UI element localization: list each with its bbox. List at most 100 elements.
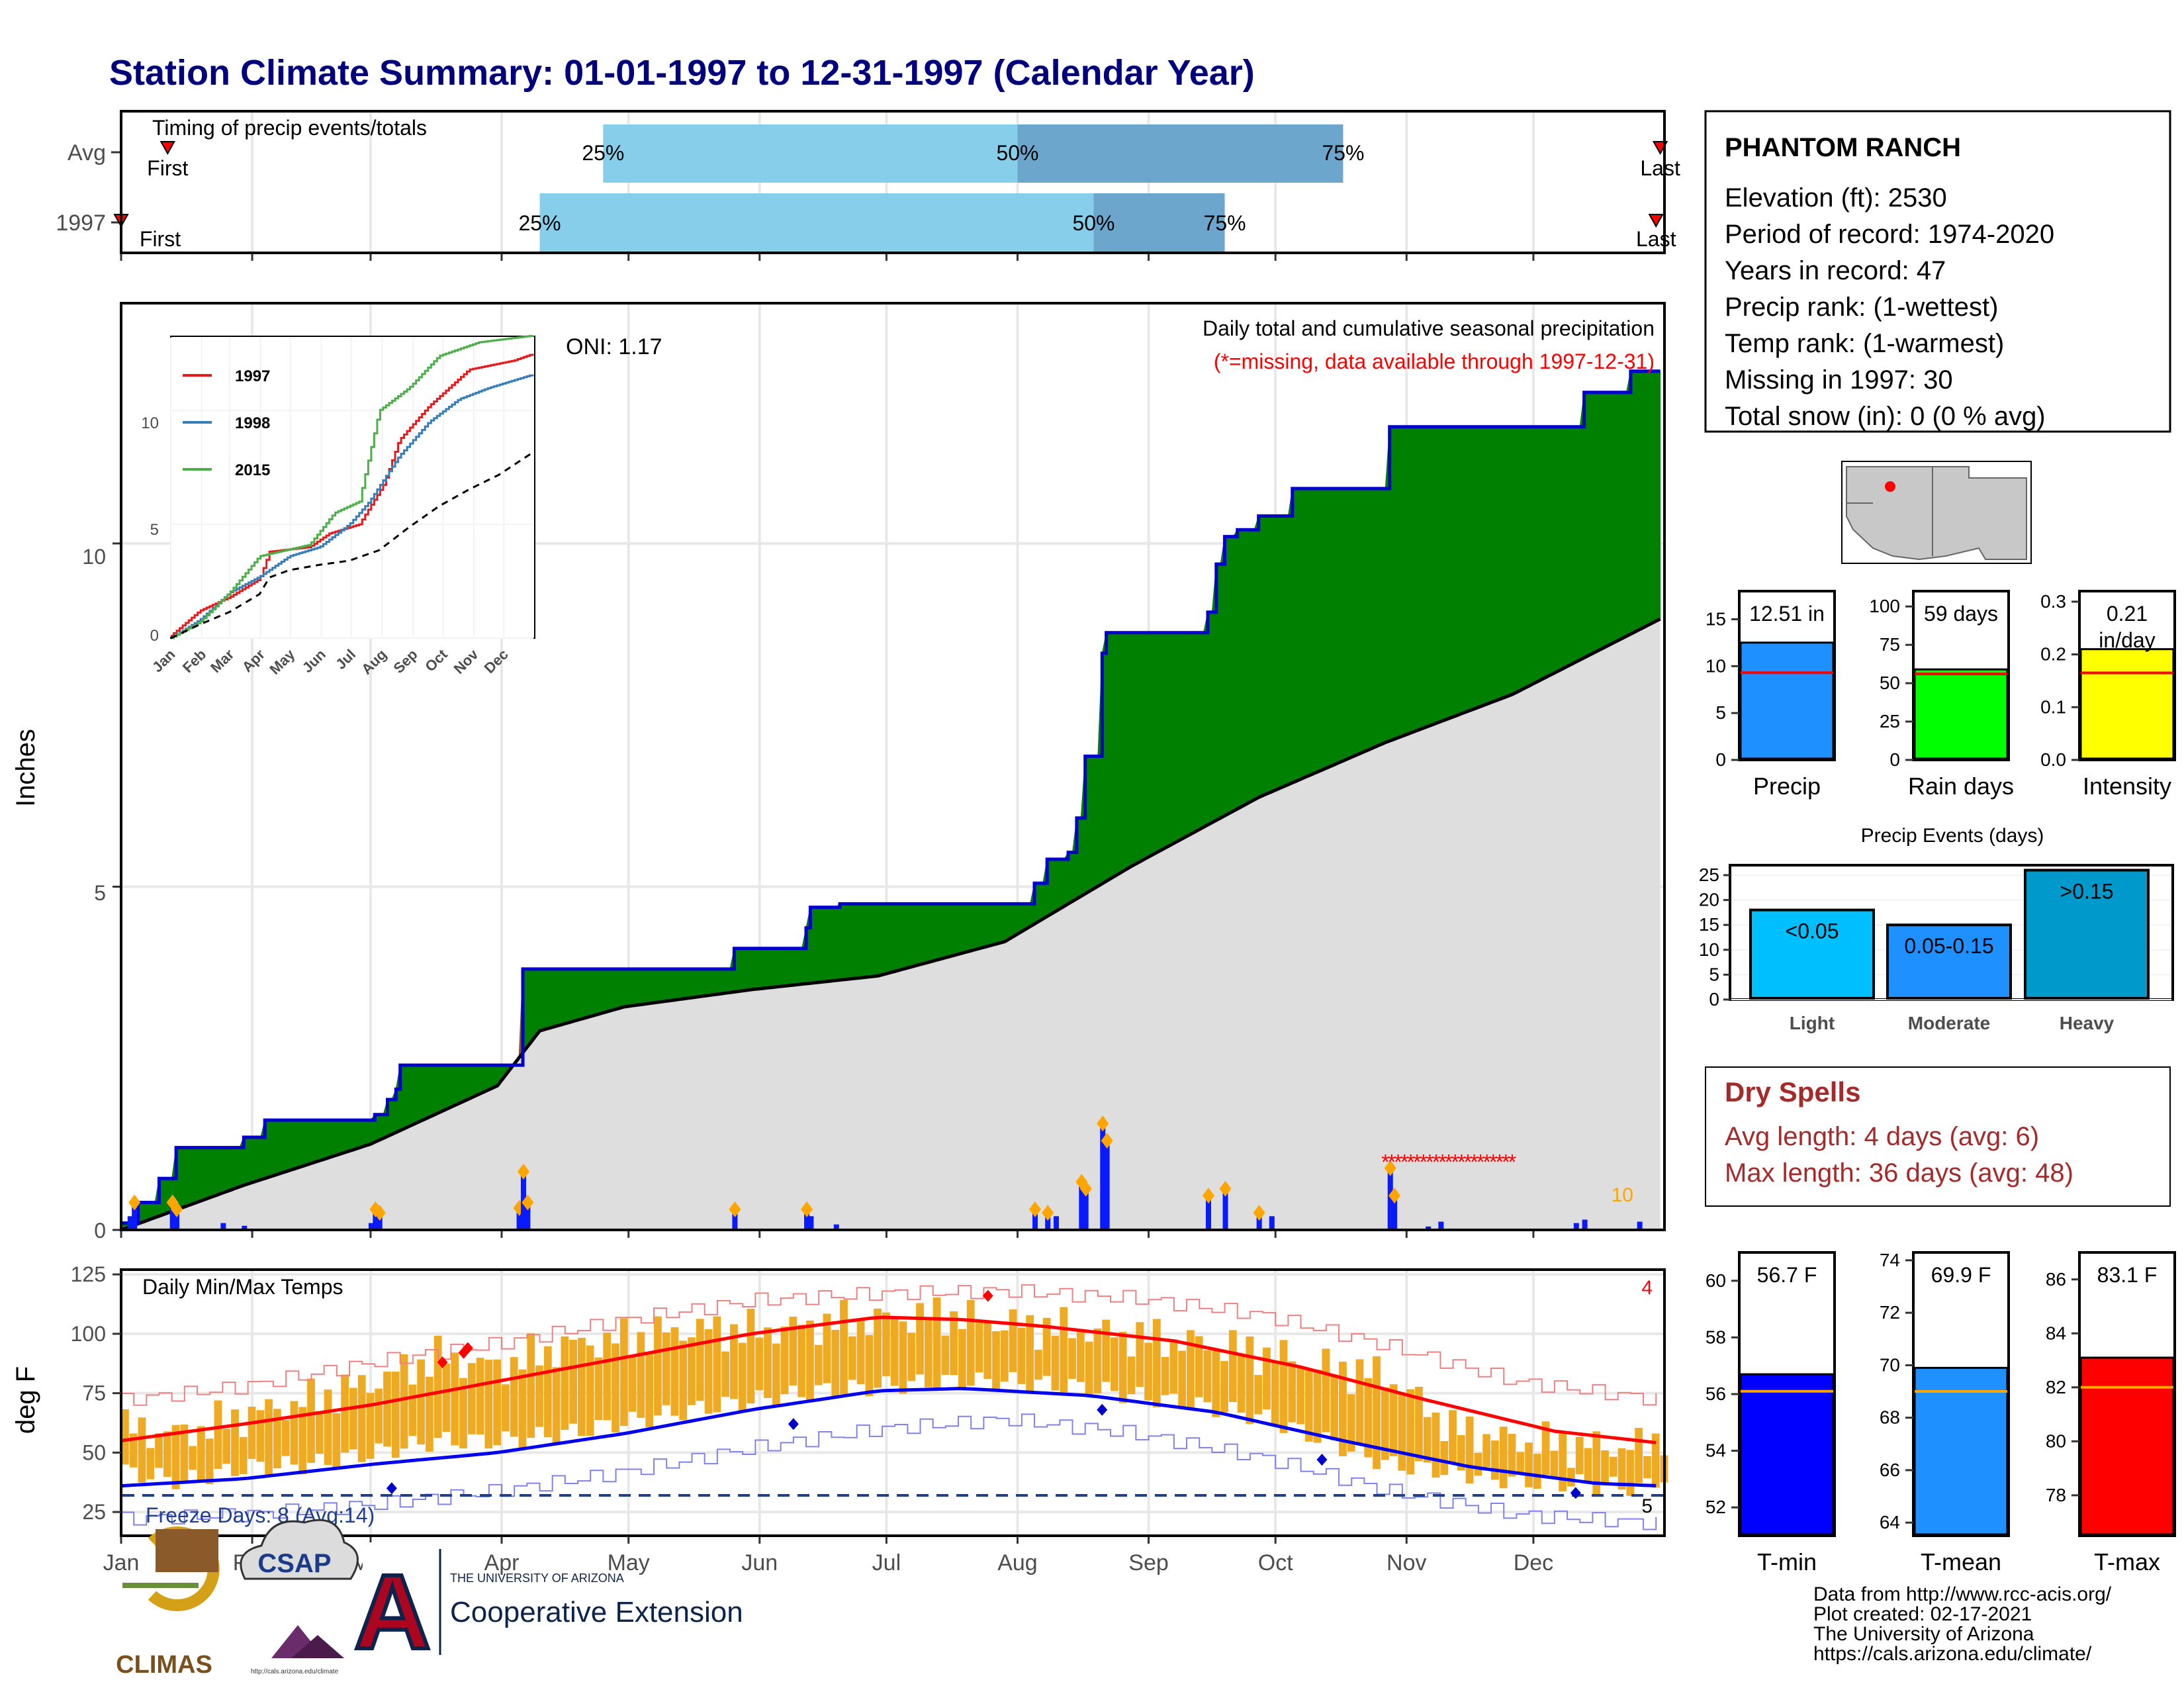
precip-daily-bar-16 [1032, 1209, 1038, 1230]
temp-summary-category-2: T-max [2094, 1548, 2160, 1575]
temp-daily-bar [433, 1335, 442, 1438]
precip-daily-bar-13 [804, 1209, 810, 1230]
precip-summary-ytick-1-0: 0 [1889, 749, 1900, 770]
month-label-Jun: Jun [741, 1550, 778, 1575]
temp-daily-bar [848, 1336, 856, 1380]
precip-panel: ********************* Inches 0 5 10 Dail… [11, 302, 1666, 1243]
timing-q50-label-1: 50% [1072, 211, 1115, 235]
temp-daily-bar [451, 1352, 459, 1446]
precip-ytick-10: 10 [82, 545, 106, 569]
temp-daily-bar [239, 1436, 248, 1474]
precip-daily-marker-1 [128, 1194, 141, 1211]
precip-summary-category-2: Intensity [2083, 773, 2171, 800]
temp-summary-value-label-2-0: 83.1 F [2097, 1263, 2158, 1287]
temp-daily-bar [214, 1400, 222, 1469]
temp-daily-bar [1525, 1442, 1533, 1487]
temp-daily-bar [273, 1409, 281, 1469]
credit-data-source: Data from http://www.rcc-acis.org/ [1813, 1583, 2112, 1605]
temp-daily-bar [1406, 1389, 1415, 1475]
temp-daily-bar [1093, 1328, 1102, 1393]
precip-summary-category-0: Precip [1753, 773, 1821, 800]
precip-daily-bar-26 [1269, 1216, 1275, 1230]
precip-events-value-Light: <0.05 [1786, 919, 1839, 943]
missing-day-marker: * [1413, 1150, 1421, 1174]
temp-daily-bar [1398, 1392, 1406, 1471]
precip-daily-bar-18 [1053, 1216, 1059, 1230]
footer-logos: CLIMAS CSAP http://cals.arizona.edu/clim… [116, 1519, 743, 1679]
temp-daily-bar [1228, 1330, 1237, 1402]
precip-events-chart: Precip Events (days) 0 5 10 15 20 25 <0.05 Ligh… [1699, 825, 2174, 1033]
timing-first-label-0: First [147, 156, 188, 180]
precip-events-ytick-1: 5 [1709, 964, 1719, 984]
station-location-marker [1885, 481, 1895, 492]
csap-logo: CSAP http://cals.arizona.edu/climate [240, 1519, 359, 1675]
precip-daily-marker-22 [1101, 1133, 1113, 1149]
temp-summary-ytick-2-3: 84 [2046, 1323, 2066, 1343]
temp-daily-bar [916, 1303, 924, 1375]
temp-daily-bar [1000, 1330, 1009, 1382]
freeze-days-note: Freeze Days: 8 (Avg:14) [146, 1503, 375, 1527]
timing-bar-q50-q75-0 [1017, 124, 1343, 183]
temp-daily-bar [1474, 1452, 1482, 1476]
temp-daily-bar [1026, 1315, 1034, 1392]
temp-daily-bar [730, 1324, 738, 1399]
temp-daily-bar [281, 1420, 290, 1456]
temp-daily-bar [1635, 1427, 1643, 1483]
temp-daily-bar [654, 1316, 662, 1416]
temp-daily-bar [1187, 1330, 1195, 1410]
temp-daily-bar [679, 1340, 688, 1421]
temp-daily-bar [831, 1329, 840, 1397]
inset-series-1997 [171, 353, 534, 637]
temp-daily-bar [1575, 1436, 1584, 1475]
precip-daily-marker-21 [1097, 1115, 1109, 1132]
temp-daily-bar [764, 1327, 772, 1398]
temp-daily-bar [121, 1409, 129, 1465]
precip-summary-value-label-2-1: in/day [2099, 628, 2155, 652]
temp-daily-bar [1423, 1417, 1432, 1463]
temp-summary-ytick-2-4: 86 [2046, 1269, 2066, 1289]
missing-day-marker: * [1426, 1150, 1433, 1174]
precip-events-category-Light: Light [1790, 1013, 1835, 1033]
precip-events-bar-Moderate [1886, 923, 2012, 1000]
precip-summary-ytick-1-3: 75 [1880, 634, 1900, 655]
missing-day-marker: * [1420, 1150, 1428, 1174]
temp-daily-bar [1102, 1319, 1111, 1382]
precip-events-ytick-4: 20 [1699, 890, 1719, 910]
temp-daily-bar [383, 1371, 391, 1447]
precip-daily-bar-1 [132, 1202, 138, 1230]
temp-daily-bar [1626, 1450, 1635, 1496]
inset-month-May: May [266, 645, 298, 677]
temp-daily-bar [1516, 1452, 1525, 1474]
temp-summary-category-0: T-min [1757, 1548, 1817, 1575]
temp-daily-bar [349, 1387, 357, 1450]
temp-title: Daily Min/Max Temps [142, 1275, 343, 1299]
month-label-Dec: Dec [1514, 1550, 1553, 1575]
temp-daily-bar [1212, 1348, 1220, 1417]
temp-daily-bar [890, 1318, 899, 1386]
precip-daily-bar-27 [1387, 1168, 1393, 1230]
temp-daily-bar [189, 1446, 197, 1470]
temp-daily-bar [933, 1297, 941, 1390]
temp-daily-bar [823, 1313, 831, 1383]
missing-day-marker: * [1432, 1150, 1440, 1174]
precip-summary-ytick-2-2: 0.2 [2040, 644, 2066, 665]
timing-q75-label-1: 75% [1204, 211, 1246, 235]
temp-daily-bar [1449, 1410, 1457, 1463]
precip-summary-ytick-0-3: 15 [1706, 609, 1726, 630]
temp-daily-bar [1051, 1335, 1060, 1391]
temp-ytick-50: 50 [82, 1440, 106, 1464]
temp-daily-bar [1389, 1384, 1398, 1456]
csap-logo-text: CSAP [257, 1549, 331, 1578]
temp-daily-bar [907, 1333, 916, 1382]
temp-summary-bars: 52 54 56 58 60 56.7 F T-min 64 66 68 70 72 74 69.9 F T… [1706, 1250, 2176, 1575]
temp-daily-bar [341, 1374, 349, 1453]
temp-daily-bar [510, 1357, 518, 1437]
temp-daily-bar [603, 1333, 612, 1421]
precip-daily-bar-23 [1205, 1196, 1211, 1230]
temp-daily-bar [484, 1360, 493, 1449]
precip-daily-marker-17 [1042, 1205, 1054, 1221]
temp-daily-bar [1263, 1347, 1271, 1410]
missing-day-marker: * [1394, 1150, 1402, 1174]
temp-summary-ytick-2-1: 80 [2046, 1430, 2066, 1451]
